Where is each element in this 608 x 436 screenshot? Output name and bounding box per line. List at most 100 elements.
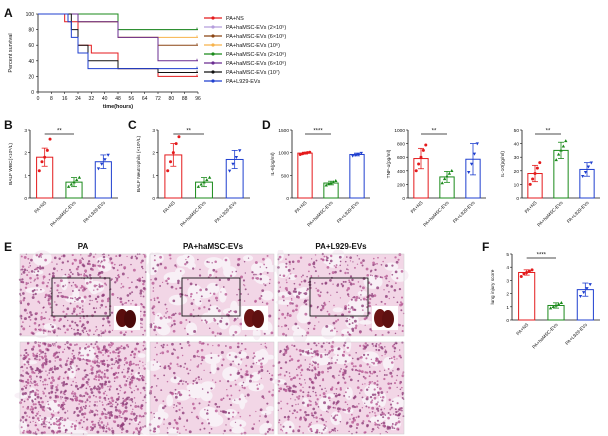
cell-nucleus <box>38 401 41 404</box>
cell-nucleus <box>260 359 262 361</box>
cell-nucleus <box>21 415 25 419</box>
alveolar-space <box>250 371 261 382</box>
cell-nucleus <box>138 279 141 282</box>
cell-nucleus <box>125 361 129 365</box>
cell-nucleus <box>345 366 347 369</box>
cell-nucleus <box>108 330 111 334</box>
cell-nucleus <box>266 370 269 372</box>
cell-nucleus <box>23 296 26 300</box>
cell-nucleus <box>109 257 113 261</box>
cell-nucleus <box>100 412 104 416</box>
cell-nucleus <box>93 333 95 336</box>
data-point <box>525 270 529 274</box>
cell-nucleus <box>85 405 87 407</box>
data-point <box>556 302 561 306</box>
cell-nucleus <box>378 405 381 407</box>
cell-nucleus <box>353 296 356 299</box>
cell-nucleus <box>122 413 124 415</box>
cell-nucleus <box>114 408 118 412</box>
cell-nucleus <box>396 386 398 389</box>
y-tick-label: 0 <box>506 318 509 324</box>
cell-nucleus <box>337 393 341 397</box>
cell-nucleus <box>28 375 32 379</box>
cell-nucleus <box>252 357 255 359</box>
cell-nucleus <box>141 326 143 329</box>
cell-nucleus <box>143 291 145 293</box>
cell-nucleus <box>26 381 29 384</box>
cell-nucleus <box>56 270 58 272</box>
cell-nucleus <box>153 359 156 361</box>
cell-nucleus <box>288 359 291 362</box>
cell-nucleus <box>128 376 130 378</box>
cell-nucleus <box>59 422 62 425</box>
cell-nucleus <box>88 329 92 332</box>
cell-nucleus <box>42 306 45 309</box>
cell-nucleus <box>45 363 48 365</box>
alveolar-space <box>226 351 238 361</box>
cell-nucleus <box>311 430 313 432</box>
cell-nucleus <box>232 334 235 337</box>
cell-nucleus <box>100 284 104 288</box>
cell-nucleus <box>387 331 390 334</box>
cell-nucleus <box>34 383 37 387</box>
cell-nucleus <box>374 421 376 424</box>
cell-nucleus <box>20 418 22 421</box>
cell-nucleus <box>115 279 119 282</box>
cell-nucleus <box>346 408 349 411</box>
cell-nucleus <box>229 363 233 366</box>
cell-nucleus <box>79 297 82 299</box>
cell-nucleus <box>222 358 225 361</box>
cell-nucleus <box>196 355 199 358</box>
cell-nucleus <box>174 349 176 351</box>
cell-nucleus <box>21 265 25 268</box>
y-tick-label: 2 <box>152 151 155 157</box>
cell-nucleus <box>376 380 379 383</box>
cell-nucleus <box>54 345 56 347</box>
alveolar-space <box>185 322 198 336</box>
data-point <box>359 151 363 155</box>
cell-nucleus <box>226 388 228 391</box>
cell-nucleus <box>105 425 108 428</box>
cell-nucleus <box>38 370 41 373</box>
cell-nucleus <box>47 302 50 304</box>
cell-nucleus <box>208 431 211 434</box>
cell-nucleus <box>327 405 330 408</box>
cell-nucleus <box>85 373 88 376</box>
cell-nucleus <box>293 282 296 285</box>
cell-nucleus <box>62 254 66 258</box>
cell-nucleus <box>94 343 97 345</box>
cell-nucleus <box>142 386 146 390</box>
cell-nucleus <box>299 364 303 367</box>
cell-nucleus <box>56 263 58 265</box>
cell-nucleus <box>261 301 264 304</box>
cell-nucleus <box>305 413 308 417</box>
cell-nucleus <box>105 430 108 433</box>
cell-nucleus <box>293 376 297 379</box>
cell-nucleus <box>311 258 313 260</box>
x-tick-label: PA+haMSC-EVs <box>536 200 564 228</box>
cell-nucleus <box>134 418 138 422</box>
cell-nucleus <box>364 324 366 326</box>
cell-nucleus <box>371 342 374 346</box>
cell-nucleus <box>28 416 31 418</box>
cell-nucleus <box>88 385 91 388</box>
cell-nucleus <box>96 401 98 403</box>
cell-nucleus <box>338 370 342 373</box>
cell-nucleus <box>56 431 59 434</box>
cell-nucleus <box>307 270 310 273</box>
cell-nucleus <box>285 265 288 269</box>
y-tick-label: 600 <box>397 155 405 161</box>
cell-nucleus <box>143 329 147 332</box>
cell-nucleus <box>330 430 333 433</box>
cell-nucleus <box>79 320 82 323</box>
cell-nucleus <box>304 299 308 303</box>
alveolar-space <box>229 325 241 336</box>
cell-nucleus <box>97 347 101 351</box>
cell-nucleus <box>75 285 78 289</box>
cell-nucleus <box>325 324 329 328</box>
cell-nucleus <box>327 396 331 400</box>
cell-nucleus <box>377 409 380 412</box>
cell-nucleus <box>292 390 296 394</box>
x-tick-label: PA+NS <box>410 200 424 214</box>
cell-nucleus <box>143 313 146 317</box>
